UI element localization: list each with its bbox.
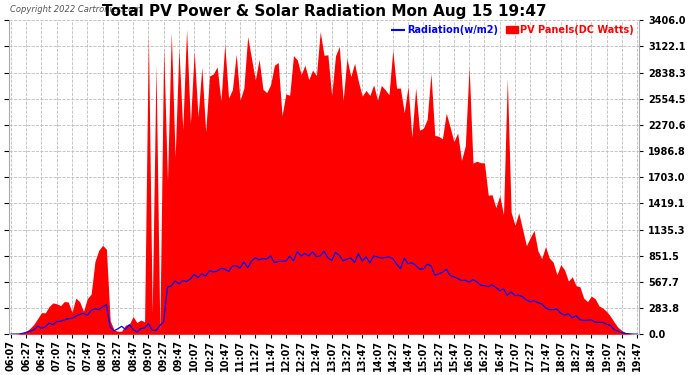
Text: Copyright 2022 Cartronics.com: Copyright 2022 Cartronics.com: [10, 5, 141, 14]
Legend: Radiation(w/m2), PV Panels(DC Watts): Radiation(w/m2), PV Panels(DC Watts): [393, 25, 634, 35]
Title: Total PV Power & Solar Radiation Mon Aug 15 19:47: Total PV Power & Solar Radiation Mon Aug…: [101, 4, 546, 19]
